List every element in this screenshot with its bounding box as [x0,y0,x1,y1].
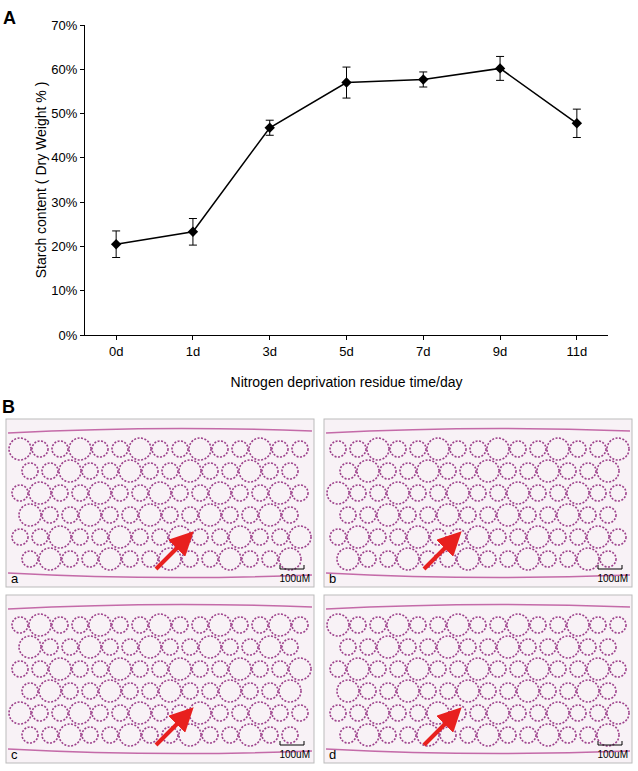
svg-text:100uM: 100uM [279,573,310,584]
svg-text:50%: 50% [51,106,77,121]
svg-text:Starch content ( Dry Weight %: Starch content ( Dry Weight % ) [33,82,49,279]
svg-text:100uM: 100uM [597,573,628,584]
svg-text:3d: 3d [262,344,276,359]
svg-text:c: c [11,747,18,762]
svg-text:a: a [11,571,19,586]
svg-text:A: A [3,8,16,28]
svg-text:40%: 40% [51,150,77,165]
svg-text:60%: 60% [51,62,77,77]
svg-text:b: b [329,571,336,586]
svg-text:100uM: 100uM [597,749,628,760]
svg-text:0%: 0% [59,328,78,343]
svg-text:d: d [329,747,336,762]
svg-text:9d: 9d [493,344,507,359]
svg-text:30%: 30% [51,195,77,210]
svg-text:B: B [2,397,15,417]
svg-text:0d: 0d [109,344,123,359]
svg-text:11d: 11d [566,344,587,359]
svg-text:7d: 7d [416,344,430,359]
svg-text:100uM: 100uM [279,749,310,760]
svg-text:1d: 1d [186,344,200,359]
svg-text:Nitrogen deprivation residue t: Nitrogen deprivation residue time/day [231,374,463,390]
svg-text:10%: 10% [51,283,77,298]
svg-text:20%: 20% [51,239,77,254]
svg-text:5d: 5d [339,344,353,359]
svg-text:70%: 70% [51,18,77,33]
